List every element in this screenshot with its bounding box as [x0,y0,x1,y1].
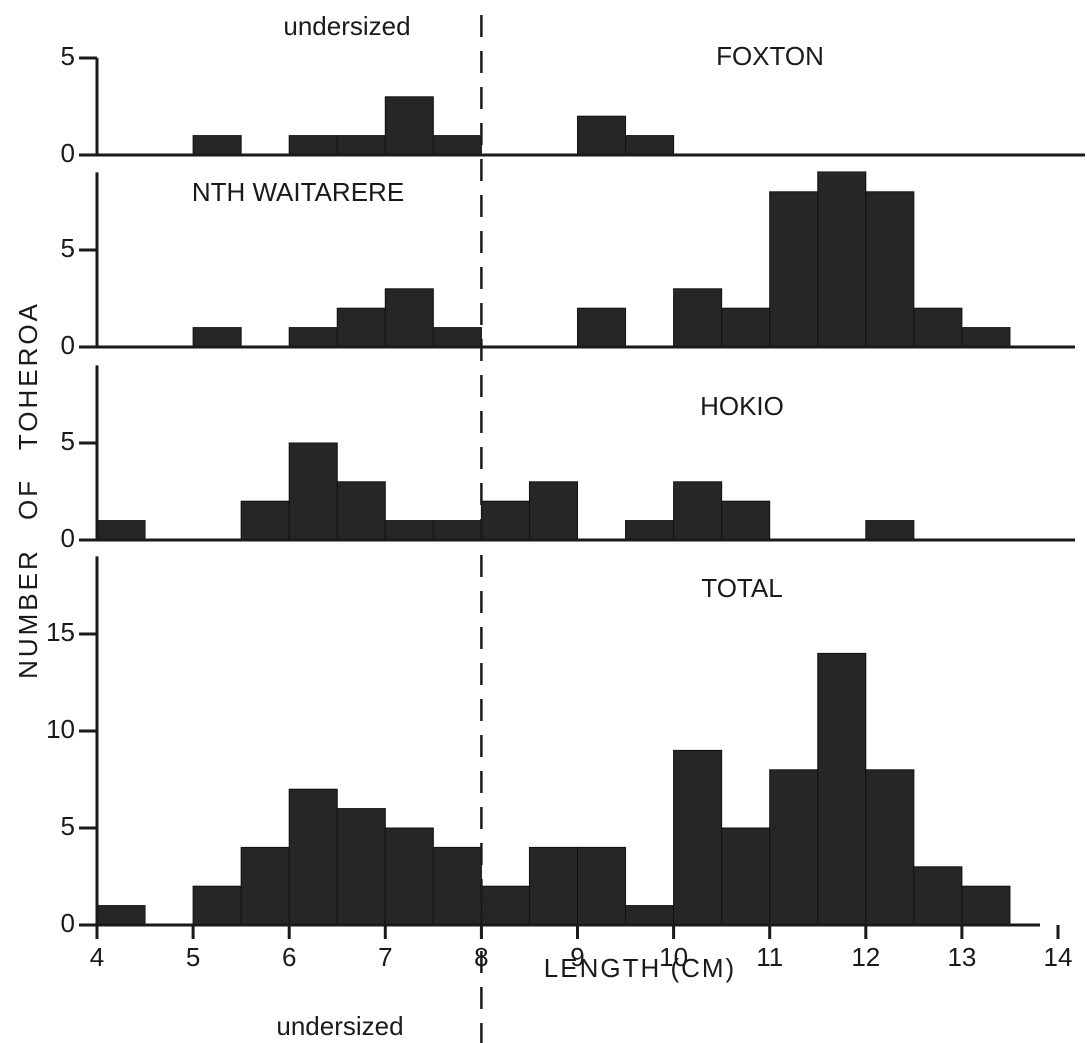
bar [817,171,867,348]
panel-title: HOKIO [700,391,784,421]
panel [192,96,675,156]
bar [961,885,1011,926]
x-tick-label: 11 [756,942,783,972]
bar [625,905,675,926]
bar [577,846,627,926]
x-tick-label: 14 [1044,942,1073,972]
panel [96,442,915,541]
x-tick-label: 6 [282,942,296,972]
bar [673,288,723,348]
bar [769,769,819,926]
bar [336,307,386,348]
x-tick-label: 12 [851,942,880,972]
bar [336,808,386,926]
bar [288,788,338,926]
y-tick-label: 0 [61,330,75,360]
bar [432,327,482,348]
x-axis-label: LENGTH (CM) [544,953,736,983]
bar [240,500,290,541]
x-tick-label: 7 [378,942,392,972]
bar [432,846,482,926]
y-tick-label: 5 [61,233,75,263]
bar [769,191,819,348]
y-tick-label: 15 [46,617,75,647]
bar [192,885,242,926]
bar [721,827,771,926]
x-tick-label: 10 [659,942,688,972]
bar [192,327,242,348]
bar [432,520,482,541]
panel-title: NTH WAITARERE [192,177,404,207]
panel-title: FOXTON [716,41,824,71]
bar [192,135,242,156]
bar [673,749,723,926]
bar [336,135,386,156]
y-tick-label: 5 [61,426,75,456]
x-tick-label: 4 [90,942,104,972]
bar [913,866,963,926]
bar [480,500,530,541]
bar [528,846,579,926]
bar [384,827,434,926]
bar [673,481,723,541]
bar [865,769,915,926]
x-tick-label: 5 [186,942,200,972]
y-tick-label: 0 [61,908,75,938]
x-tick-label: 13 [947,942,976,972]
panel-title: TOTAL [701,573,782,603]
y-tick-label: 0 [61,523,75,553]
y-tick-label: 10 [46,714,75,744]
bar [432,135,482,156]
bar [625,135,675,156]
y-tick-label: 5 [61,41,75,71]
y-axis-label: NUMBER OF TOHEROA [13,301,43,679]
x-tick-label: 9 [570,942,584,972]
bar [480,885,530,926]
bar [577,115,627,156]
bar [288,442,338,541]
bar [625,520,675,541]
bar [96,520,146,541]
bar [721,307,771,348]
bar [336,481,386,541]
panel [192,171,1011,348]
bar [577,307,627,348]
bar [913,307,963,348]
bar [961,327,1011,348]
y-tick-label: 0 [61,138,75,168]
bar [817,652,867,926]
bar [865,520,915,541]
bar [288,135,338,156]
bar [384,288,434,348]
bar [528,481,579,541]
bar [96,905,146,926]
bar [721,500,771,541]
y-tick-label: 5 [61,811,75,841]
bar [240,846,290,926]
panel [96,652,1011,926]
bar [865,191,915,348]
annotation: undersized [283,11,410,41]
bar [288,327,338,348]
bar [384,96,434,156]
bar [384,520,434,541]
annotation: undersized [276,1011,403,1041]
